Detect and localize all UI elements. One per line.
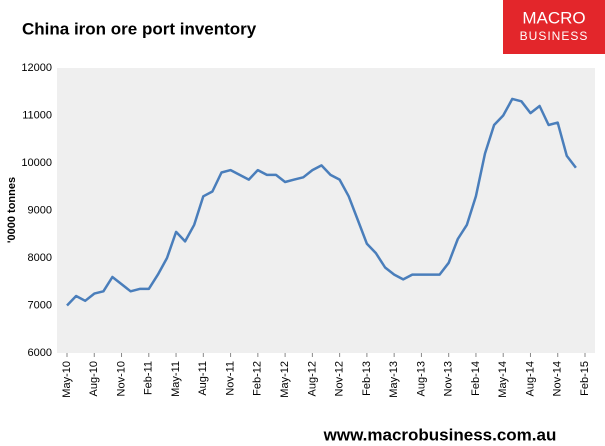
logo-text: BUSINESS: [520, 29, 589, 43]
x-tick-label: May-12: [279, 361, 291, 398]
x-tick-label: Feb-14: [470, 361, 482, 396]
x-tick-label: Nov-14: [552, 361, 564, 396]
y-tick-label: 10000: [21, 157, 52, 169]
x-tick-label: Nov-13: [443, 361, 455, 396]
x-tick-label: Feb-13: [361, 361, 373, 396]
x-tick-label: Nov-12: [334, 361, 346, 396]
y-tick-label: 9000: [28, 204, 52, 216]
source: www.macrobusiness.com.au: [323, 425, 557, 444]
y-tick-label: 8000: [28, 252, 52, 264]
y-tick-label: 7000: [28, 299, 52, 311]
x-tick-label: Nov-11: [224, 361, 236, 396]
x-tick-label: Feb-12: [252, 361, 264, 396]
data-line: [66, 97, 577, 307]
plot-area: [57, 68, 595, 353]
x-tick-label: Aug-11: [197, 361, 209, 396]
chart-title: China iron ore port inventory: [22, 19, 257, 38]
x-tick-label: Nov-10: [115, 361, 127, 396]
y-axis-label: '0000 tonnes: [6, 177, 18, 243]
y-tick-label: 11000: [22, 109, 52, 121]
x-tick-label: May-10: [61, 361, 73, 398]
y-tick-label: 6000: [28, 347, 52, 359]
logo-text: MACRO: [522, 8, 585, 27]
x-tick-label: Aug-10: [88, 361, 100, 396]
x-tick-label: Aug-14: [524, 361, 536, 396]
x-tick-label: Aug-12: [306, 361, 318, 396]
x-tick-label: Feb-11: [143, 361, 155, 395]
x-tick-label: May-13: [388, 361, 400, 398]
x-tick-label: May-14: [497, 361, 509, 398]
y-tick-label: 12000: [21, 62, 52, 74]
x-tick-label: May-11: [170, 361, 182, 397]
x-tick-label: Feb-15: [579, 361, 591, 396]
logo: [503, 0, 605, 54]
x-tick-label: Aug-13: [415, 361, 427, 396]
